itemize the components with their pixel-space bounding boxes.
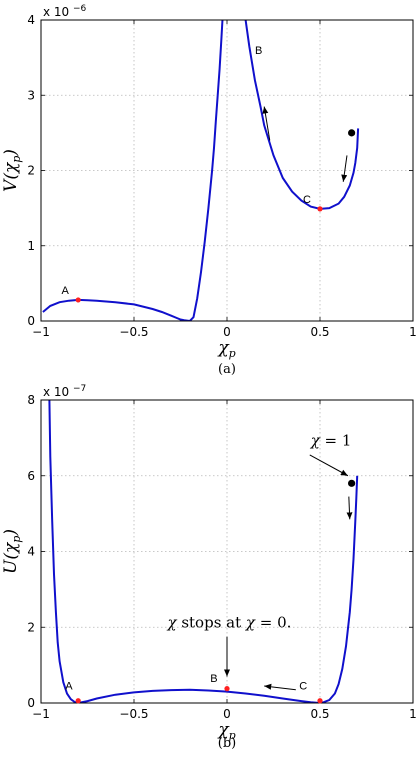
x-tick-label: 0.5 [310, 325, 329, 339]
point-label-b: B [210, 673, 217, 685]
math-annotation-part: stops at [177, 613, 246, 631]
y-axis-label-main: U(χ [1, 541, 21, 574]
x-tick-label: 0.5 [310, 707, 329, 721]
y-tick-label: 6 [27, 469, 35, 483]
point-label-b: B [255, 45, 262, 57]
x-tick-label: −1 [32, 325, 50, 339]
x-tick-label: 0 [223, 325, 231, 339]
math-annotation-part: = 0. [255, 613, 291, 631]
math-annotation-part: = 1 [320, 431, 352, 449]
math-annotation-part: χ [166, 613, 177, 631]
y-axis-label-sub: p [10, 156, 23, 163]
y-tick-label: 4 [27, 13, 35, 27]
y-tick-label: 4 [27, 545, 35, 559]
y-tick-label: 2 [27, 620, 35, 634]
math-annotation: χ = 1 [310, 431, 352, 449]
annotation-arrow [341, 155, 348, 182]
y-exponent-power: −7 [73, 384, 86, 394]
point-a [75, 297, 81, 303]
y-axis-label-close: ) [1, 529, 21, 537]
y-axis-label-main: V(χ [1, 161, 21, 192]
x-tick-label: −0.5 [119, 325, 148, 339]
y-tick-label: 8 [27, 393, 35, 407]
point-label-c: C [299, 681, 307, 693]
x-axis-label: χp [217, 338, 235, 360]
y-axis-label-close: ) [1, 149, 21, 157]
x-axis-label-sub: p [229, 347, 236, 360]
y-exponent-label: x 10 −7 [43, 384, 86, 399]
point-c [317, 698, 323, 704]
figure-caption-b: (b) [218, 736, 236, 751]
y-tick-label: 2 [27, 164, 35, 178]
y-tick-label: 3 [27, 88, 35, 102]
x-tick-label: 0 [223, 707, 231, 721]
math-annotation-part: χ [310, 431, 321, 449]
x-tick-label: −1 [32, 707, 50, 721]
series-line-main [48, 400, 359, 703]
y-exponent-label: x 10 −6 [43, 4, 87, 19]
initial-state-point [348, 479, 356, 487]
y-axis-label-sub: p [10, 536, 23, 543]
x-axis-label-main: χ [217, 720, 230, 740]
annotation-arrow [262, 106, 271, 141]
point-label-c: C [303, 194, 311, 206]
point-b [224, 686, 230, 692]
y-tick-label: 0 [27, 696, 35, 710]
y-axis-label: U(χp) [1, 529, 23, 574]
x-tick-label: 1 [409, 707, 417, 721]
point-a [75, 698, 81, 704]
y-tick-label: 0 [27, 314, 35, 328]
annotation-arrow [309, 454, 349, 477]
initial-state-point [348, 129, 356, 137]
x-axis-label: χp [217, 720, 235, 742]
annotation-arrow [264, 683, 296, 691]
series-line-left [42, 20, 224, 321]
x-tick-label: −0.5 [119, 707, 148, 721]
x-axis-label-sub: p [229, 729, 236, 742]
point-c [317, 206, 323, 212]
y-exponent-power: −6 [73, 4, 87, 14]
annotation-arrow [346, 496, 353, 520]
x-axis-label-main: χ [217, 338, 230, 358]
point-label-a: A [62, 285, 70, 297]
series-line-right [244, 20, 360, 210]
figure-caption-a: (a) [218, 362, 236, 377]
y-axis-label: V(χp) [1, 149, 23, 192]
point-label-a: A [65, 681, 73, 693]
x-tick-label: 1 [409, 325, 417, 339]
math-annotation-part: χ [245, 613, 256, 631]
y-tick-label: 1 [27, 239, 35, 253]
math-annotation: χ stops at χ = 0. [166, 613, 291, 631]
